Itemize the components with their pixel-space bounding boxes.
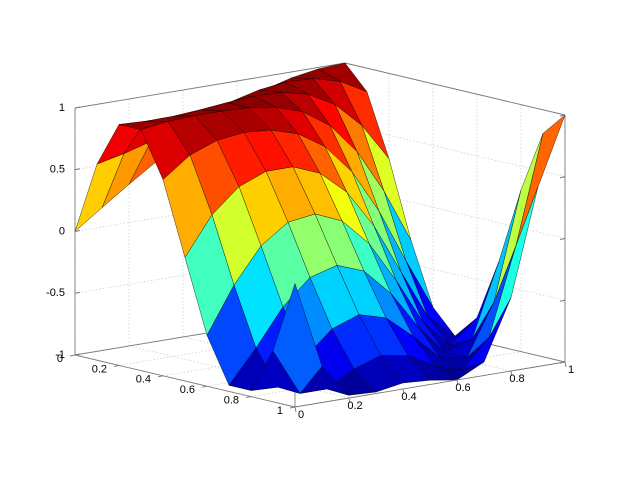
y-tick-label: 0.8 [509,373,524,385]
y-tick-label: 0 [298,409,304,421]
y-tick [294,406,297,413]
x-tick-label: 0.2 [92,363,107,375]
z-tick [74,230,81,232]
grid-line [344,124,566,178]
box-edge [344,62,566,116]
axis-line [74,354,296,408]
x-tick-label: 0.6 [180,384,195,396]
x-tick [157,375,164,378]
x-tick-label: 0 [57,353,63,365]
z-tick [74,291,81,294]
surface-face [493,133,544,303]
box-edge [74,62,346,109]
y-tick-label: 1 [568,364,574,376]
surface-face [272,282,323,394]
z-tick-label: -0.5 [46,287,65,299]
y-tick-label: 0.6 [455,382,470,394]
x-tick-label: 0.4 [136,374,151,386]
z-tick-label: 0 [59,225,65,237]
y-tick [456,379,459,386]
x-tick [113,364,120,367]
y-tick-label: 0.2 [347,400,362,412]
x-tick [69,354,76,357]
z-tick [74,106,81,109]
z-tick-label: -1 [55,349,65,361]
z-tick [559,238,566,240]
axis-line [294,361,566,408]
y-tick [348,397,351,404]
z-tick-label: 1 [59,102,65,114]
y-tick [402,388,405,395]
z-tick [559,176,566,179]
x-tick [201,385,208,388]
z-tick-label: 0.5 [50,164,65,176]
z-tick [559,299,566,302]
y-tick [564,361,567,368]
y-tick [510,370,513,377]
grid-line [344,186,566,239]
z-tick [74,353,81,356]
x-tick-label: 0.8 [224,395,239,407]
z-tick [559,361,566,364]
x-tick [245,396,252,399]
y-tick-label: 0.4 [401,391,416,403]
z-tick [74,168,81,171]
x-tick [289,406,296,409]
z-tick [559,114,566,117]
grid-line [344,247,566,301]
surface-face [488,186,539,338]
x-tick-label: 1 [277,405,283,417]
